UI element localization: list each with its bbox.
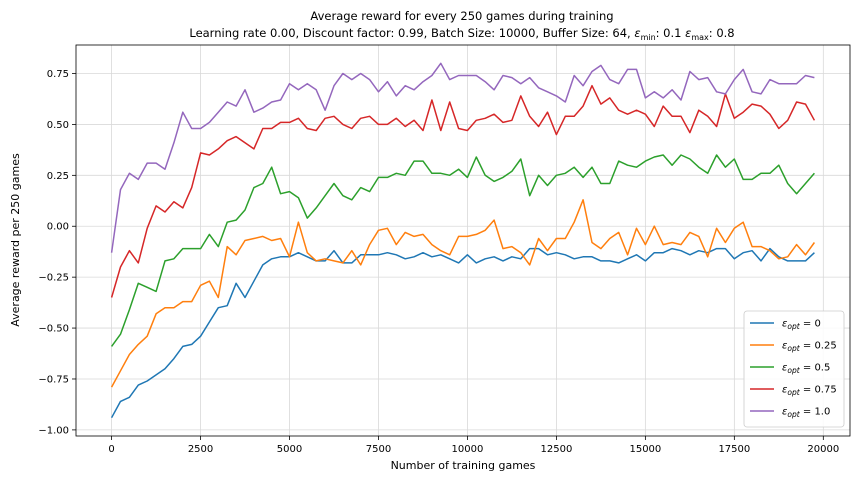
series-line-2 (110, 154, 815, 347)
series-line-0 (110, 247, 815, 419)
x-axis-label: Number of training games (391, 459, 536, 472)
legend-label-1: εopt = 0.25 (782, 341, 837, 354)
y-tick-label: 0.00 (47, 222, 69, 233)
legend-box (743, 310, 845, 428)
axis-ticks: 0 2500 5000 7500 10000 12500 15000 17500 20000 −1… (38, 69, 839, 455)
y-tick-label: 0.50 (47, 120, 69, 131)
series-line-4 (110, 62, 815, 253)
x-tick-label: 0 (108, 444, 114, 455)
legend-label-2: εopt = 0.5 (782, 363, 830, 376)
y-tick-label: −1.00 (38, 425, 69, 436)
chart-subtitle: Learning rate 0.00, Discount factor: 0.9… (189, 26, 734, 42)
legend-label-4: εopt = 1.0 (782, 407, 830, 420)
series-lines (110, 62, 816, 419)
y-tick-label: −0.25 (38, 273, 69, 284)
series-line-3 (110, 84, 816, 298)
y-tick-label: 0.25 (47, 171, 69, 182)
y-tick-label: −0.50 (38, 324, 69, 335)
legend-label-0: εopt = 0 (782, 319, 821, 332)
x-tick-label: 10000 (452, 444, 484, 455)
x-tick-label: 7500 (366, 444, 391, 455)
x-tick-label: 2500 (188, 444, 213, 455)
plot-frame (75, 44, 851, 437)
x-tick-label: 12500 (541, 444, 573, 455)
y-tick-label: 0.75 (47, 69, 69, 80)
x-tick-label: 15000 (629, 444, 661, 455)
legend: εopt = 0 εopt = 0.25 εopt = 0.5 εopt = 0.75… (743, 310, 845, 428)
x-tick-label: 20000 (807, 444, 839, 455)
x-tick-label: 5000 (277, 444, 302, 455)
y-tick-label: −0.75 (38, 374, 69, 385)
series-line-1 (110, 199, 816, 388)
y-axis-label: Average reward per 250 games (9, 153, 22, 327)
legend-label-3: εopt = 0.75 (782, 385, 837, 398)
grid-lines (76, 45, 850, 436)
chart-title: Average reward for every 250 games durin… (310, 9, 613, 23)
x-tick-label: 17500 (718, 444, 750, 455)
